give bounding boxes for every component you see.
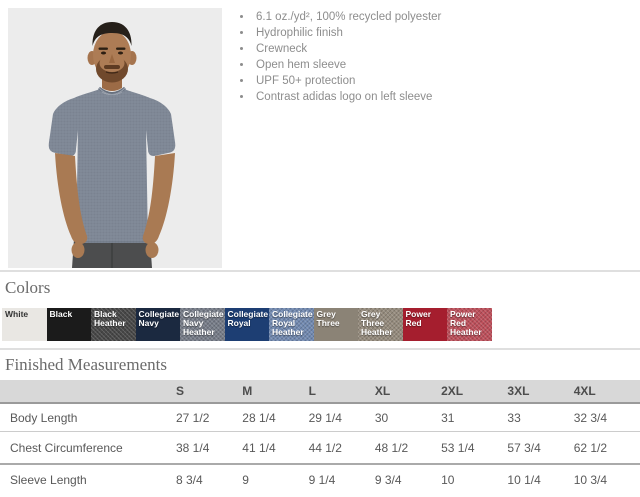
cell: 9 3/4 <box>374 473 402 487</box>
cell: 44 1/2 <box>308 431 375 465</box>
feature-item: Contrast adidas logo on left sleeve <box>253 89 441 105</box>
right-brow <box>116 47 126 50</box>
feature-item: Crewneck <box>253 41 441 57</box>
right-arm <box>142 153 175 245</box>
left-hand <box>71 242 85 258</box>
left-brow <box>98 47 108 50</box>
color-swatch-collegiate-navy[interactable]: Collegiate Navy <box>135 308 180 341</box>
cell: 10 3/4 <box>573 473 608 487</box>
row-label: Sleeve Length <box>10 473 87 487</box>
hair <box>92 22 132 46</box>
measurements-table: S M L XL 2XL 3XL 4XL Body Length 27 1/2 … <box>0 380 640 495</box>
table-row-sleeve-length: Sleeve Length 8 3/4 9 9 1/4 9 3/4 10 10 … <box>0 464 640 495</box>
cell: 48 1/2 <box>374 431 442 465</box>
measurements-heading: Finished Measurements <box>5 355 167 374</box>
cell: 32 3/4 <box>573 403 640 432</box>
cell: 28 1/4 <box>242 403 309 432</box>
colors-heading: Colors <box>5 278 51 297</box>
cell: 33 <box>507 403 574 432</box>
feature-item: Open hem sleeve <box>253 57 441 73</box>
product-photo[interactable] <box>8 8 222 268</box>
column-header-l: L <box>308 380 375 404</box>
table-header-row: S M L XL 2XL 3XL 4XL <box>0 380 640 404</box>
column-header-3xl: 3XL <box>507 380 574 404</box>
cell: 9 <box>242 473 249 487</box>
feature-item: Hydrophilic finish <box>253 25 441 41</box>
corner-cell <box>0 380 176 404</box>
cell: 8 3/4 <box>176 473 203 487</box>
color-swatch-collegiate-royal[interactable]: Collegiate Royal <box>224 308 269 341</box>
color-swatch-grey-three[interactable]: Grey Three <box>313 308 358 341</box>
cell: 53 1/4 <box>441 431 508 465</box>
tshirt-heather-texture <box>48 89 176 243</box>
cell: 9 1/4 <box>308 473 336 487</box>
color-swatch-list: White Black Black Heather Collegiate Nav… <box>2 308 492 341</box>
row-label: Body Length <box>0 403 176 432</box>
feature-item: 6.1 oz./yd², 100% recycled polyester <box>253 9 441 25</box>
cell: 30 <box>374 403 442 432</box>
mustache <box>104 65 120 69</box>
column-header-2xl: 2XL <box>441 380 508 404</box>
left-arm <box>55 153 88 245</box>
left-eye <box>100 51 107 55</box>
column-header-s: S <box>176 380 243 404</box>
cell: 62 1/2 <box>573 431 640 465</box>
cell: 57 3/4 <box>507 431 574 465</box>
color-swatch-white[interactable]: White <box>2 308 47 341</box>
column-header-4xl: 4XL <box>573 380 640 404</box>
column-header-xl: XL <box>374 380 442 404</box>
color-swatch-power-red-heather[interactable]: Power Red Heather <box>447 308 492 341</box>
color-swatch-black[interactable]: Black <box>46 308 91 341</box>
mouth <box>105 71 119 74</box>
cell: 27 1/2 <box>176 403 243 432</box>
color-swatch-power-red[interactable]: Power Red <box>402 308 447 341</box>
cell: 41 1/4 <box>242 431 309 465</box>
column-header-m: M <box>242 380 309 404</box>
table-row-body-length: Body Length 27 1/2 28 1/4 29 1/4 30 31 3… <box>0 403 640 432</box>
model-illustration <box>8 8 222 268</box>
color-swatch-grey-three-heather[interactable]: Grey Three Heather <box>358 308 403 341</box>
collar-edge <box>98 87 126 95</box>
nose <box>109 54 115 63</box>
section-divider <box>0 348 640 350</box>
row-label: Chest Circumference <box>0 431 176 465</box>
color-swatch-collegiate-navy-heather[interactable]: Collegiate Navy Heather <box>180 308 225 341</box>
feature-item: UPF 50+ protection <box>253 73 441 89</box>
feature-list: 6.1 oz./yd², 100% recycled polyester Hyd… <box>238 9 441 105</box>
cell: 31 <box>441 403 508 432</box>
cell: 10 <box>441 473 455 487</box>
cell: 10 1/4 <box>507 473 541 487</box>
right-eye <box>117 51 124 55</box>
color-swatch-collegiate-royal-heather[interactable]: Collegiate Royal Heather <box>269 308 314 341</box>
cell: 29 1/4 <box>308 403 375 432</box>
table-row-chest-circumference: Chest Circumference 38 1/4 41 1/4 44 1/2… <box>0 431 640 465</box>
color-swatch-black-heather[interactable]: Black Heather <box>91 308 136 341</box>
right-hand <box>145 242 159 258</box>
section-divider <box>0 270 640 272</box>
cell: 38 1/4 <box>176 431 243 465</box>
